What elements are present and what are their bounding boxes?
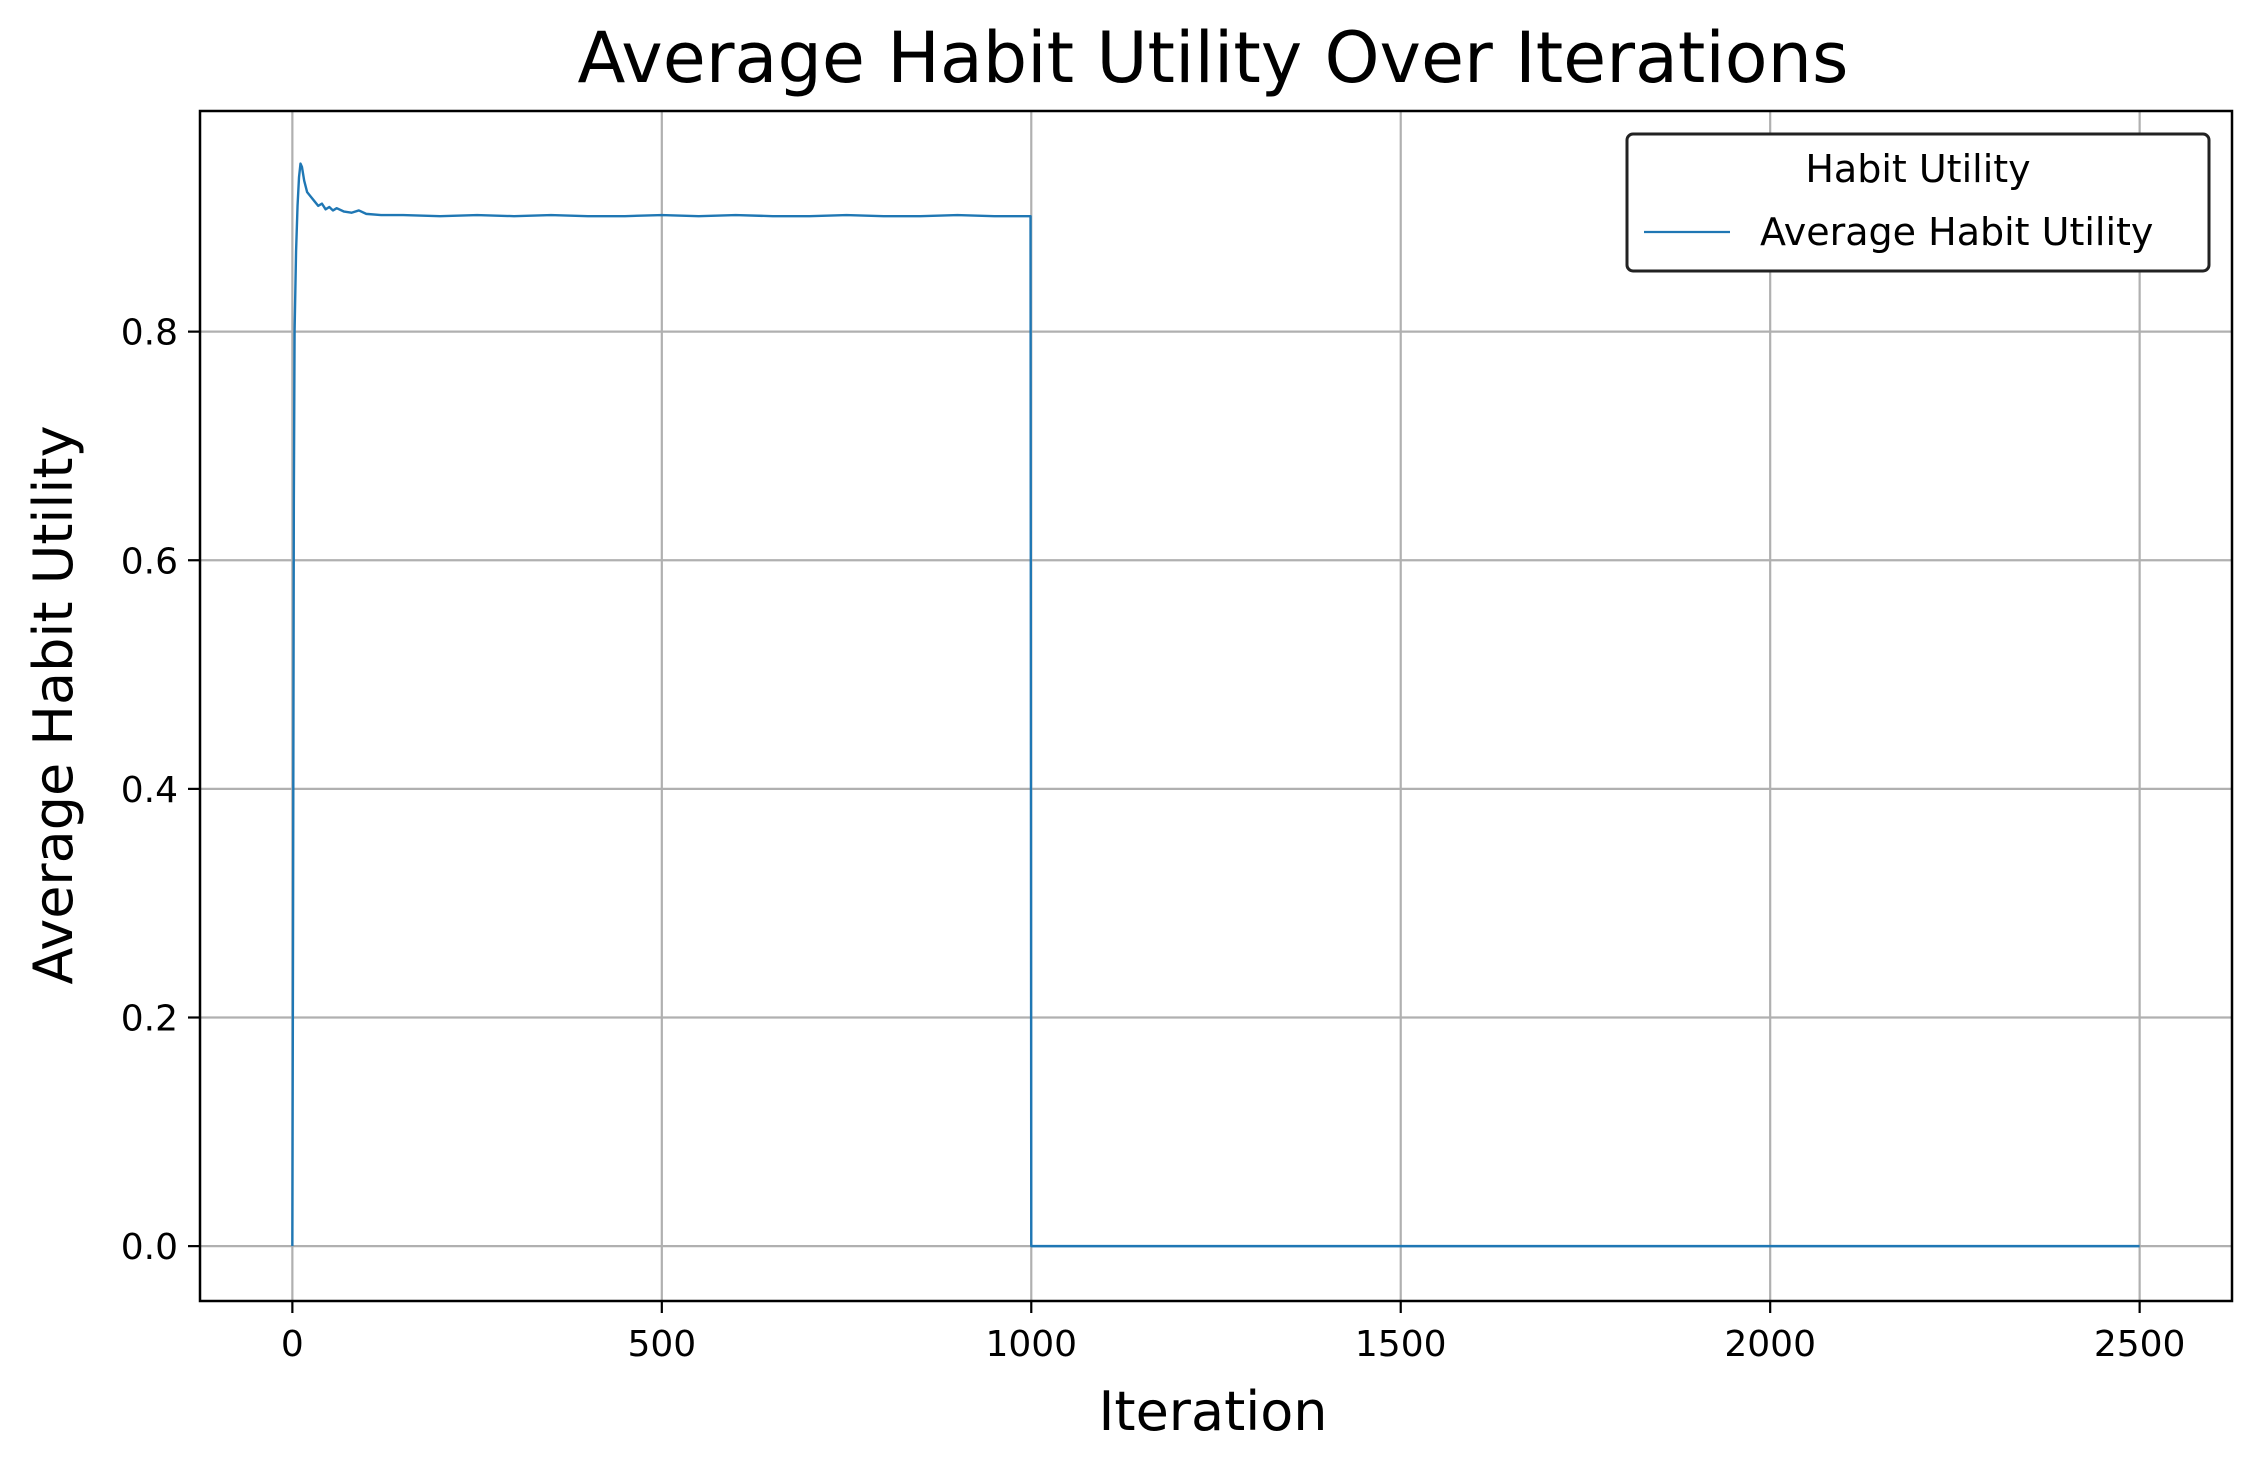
x-axis-label: Iteration <box>1098 1380 1327 1443</box>
y-tick-label: 0.8 <box>121 313 178 354</box>
chart-title: Average Habit Utility Over Iterations <box>578 17 1849 99</box>
plot-area-frame <box>198 109 2234 1303</box>
x-tick-label: 2000 <box>1724 1324 1816 1365</box>
y-axis-label: Average Habit Utility <box>22 425 85 984</box>
x-tick-label: 500 <box>627 1324 696 1365</box>
y-axis: 0.0 0.2 0.4 0.6 0.8 <box>121 313 200 1268</box>
series-line <box>291 162 2140 1248</box>
x-tick-label: 2500 <box>2094 1324 2186 1365</box>
series-layer <box>291 162 2140 1248</box>
x-axis: 0 500 1000 1500 2000 2500 <box>281 1301 2186 1365</box>
legend-entry: Average Habit Utility <box>1760 210 2153 254</box>
x-tick-label: 0 <box>281 1324 304 1365</box>
y-tick-label: 0.0 <box>121 1227 178 1268</box>
x-tick-label: 1000 <box>985 1324 1077 1365</box>
x-tick-label: 1500 <box>1355 1324 1447 1365</box>
legend-box <box>1625 132 2211 273</box>
y-tick-label: 0.4 <box>121 770 178 811</box>
legend: Habit Utility Average Habit Utility <box>1625 132 2211 273</box>
y-tick-label: 0.2 <box>121 999 178 1040</box>
legend-title: Habit Utility <box>1805 147 2030 191</box>
y-tick-label: 0.6 <box>121 541 178 582</box>
